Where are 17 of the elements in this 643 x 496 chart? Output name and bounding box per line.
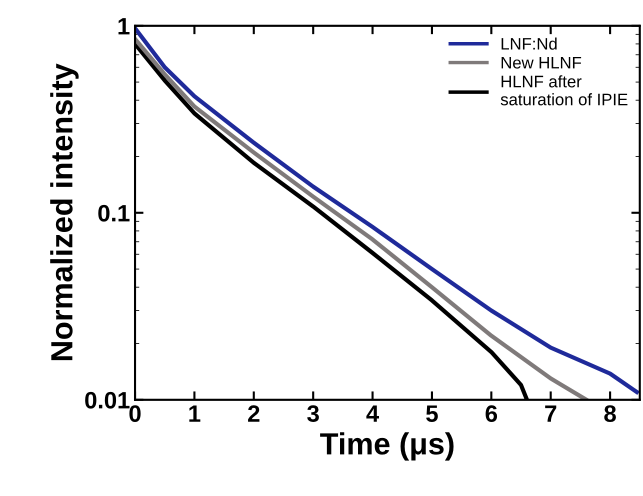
y-tick-label: 0.1 [98,204,130,222]
x-tick-label: 6 [486,405,498,422]
x-tick-label: 0 [129,405,141,422]
y-tick-label: 1 [118,18,130,34]
x-tick-label: 8 [604,405,616,422]
x-tick-label: 5 [426,406,438,422]
legend-label: HLNF after saturation of IPIE [500,75,628,106]
x-tick-label: 1 [189,406,200,422]
x-tick-label: 7 [545,406,556,422]
legend-label: LNF:Nd [502,37,557,50]
x-axis-title: Time (μs) [320,432,454,461]
x-tick-label: 2 [248,405,260,422]
y-tick-label: 0.01 [85,392,130,409]
x-tick-label: 4 [366,406,379,422]
y-axis-title: Normalized intensity [50,64,79,360]
legend-label: New HLNF [502,56,582,69]
x-tick-label: 3 [307,405,319,422]
